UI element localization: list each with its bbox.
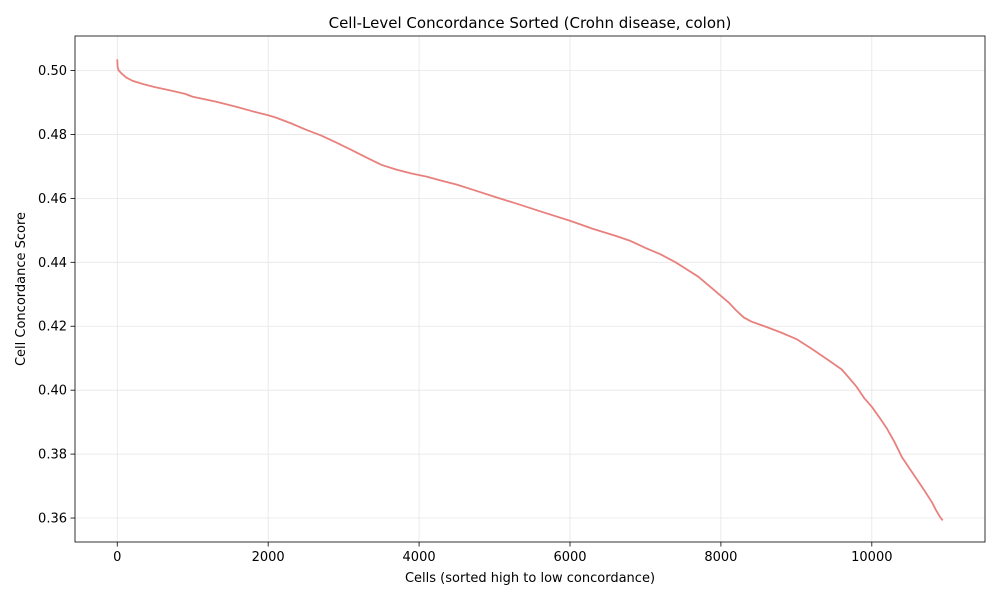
x-tick-label: 6000: [553, 550, 586, 565]
y-tick-label: 0.40: [38, 384, 67, 399]
y-tick-label: 0.46: [38, 192, 67, 207]
series-layer: [116, 59, 944, 521]
y-axis-ticks: 0.36 0.38 0.40 0.42 0.44 0.46 0.48 0.50: [38, 64, 75, 527]
x-tick-label: 2000: [252, 550, 285, 565]
x-axis-label: Cells (sorted high to low concordance): [405, 571, 655, 586]
y-tick-label: 0.38: [38, 448, 67, 463]
y-tick-label: 0.44: [38, 256, 67, 271]
y-tick-label: 0.48: [38, 128, 67, 143]
concordance-series-line: [116, 59, 944, 521]
x-tick-label: 4000: [403, 550, 436, 565]
x-tick-label: 8000: [704, 550, 737, 565]
y-tick-label: 0.42: [38, 320, 67, 335]
x-tick-label: 10000: [851, 550, 892, 565]
y-tick-label: 0.36: [38, 512, 67, 527]
y-axis-label: Cell Concordance Score: [14, 212, 29, 366]
x-axis-ticks: 0 2000 4000 6000 8000 10000: [113, 542, 892, 565]
plot-frame: [74, 35, 986, 543]
chart-title: Cell-Level Concordance Sorted (Crohn dis…: [329, 14, 732, 32]
y-tick-label: 0.50: [38, 64, 67, 79]
grid-lines: [75, 36, 985, 542]
x-tick-label: 0: [113, 550, 121, 565]
